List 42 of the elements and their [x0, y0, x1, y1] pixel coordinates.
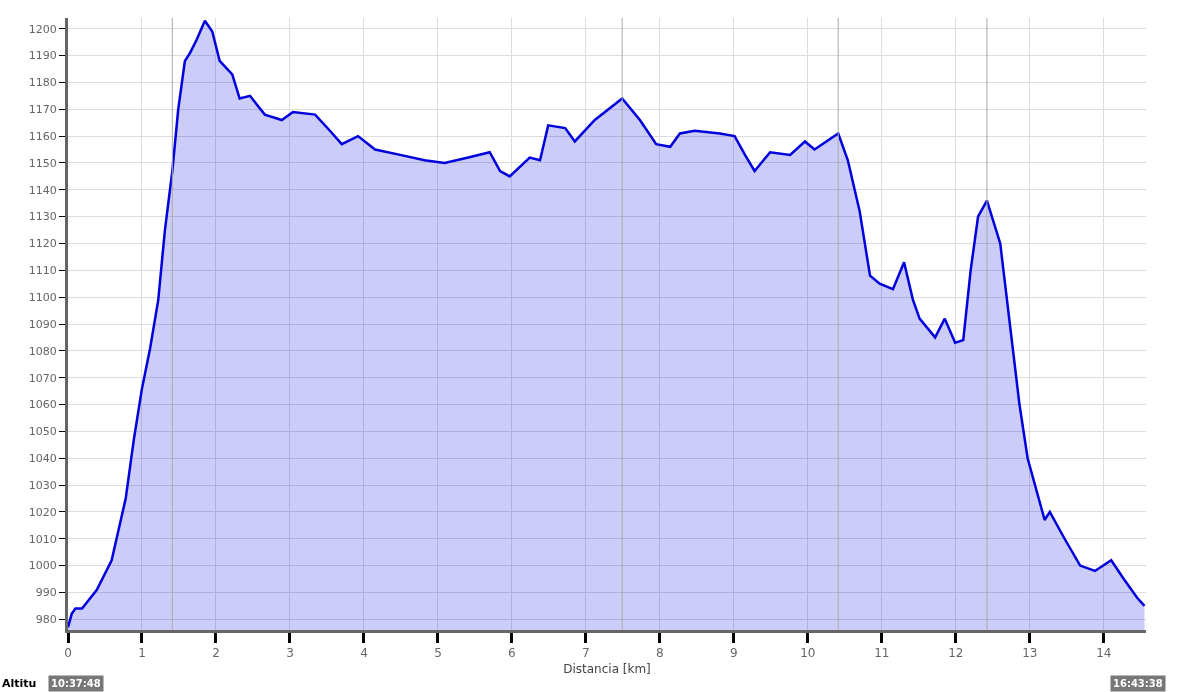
- y-tick-label: 1060: [28, 398, 57, 412]
- y-tick-label: 1100: [28, 291, 57, 305]
- y-tick-label: 990: [35, 586, 57, 600]
- x-tick-label: 5: [434, 646, 442, 661]
- y-tick-label: 1050: [28, 425, 57, 439]
- y-tick-label: 1160: [28, 129, 57, 143]
- text: 10:37:48: [51, 678, 101, 689]
- x-tick-label: 1: [138, 646, 146, 661]
- y-tick-label: 980: [35, 613, 57, 627]
- x-tick-label: 12: [948, 646, 964, 661]
- x-tick-label: 14: [1096, 646, 1112, 661]
- y-tick-label: 1000: [28, 559, 57, 573]
- x-tick-label: 11: [874, 646, 890, 661]
- text: Altitu: [2, 677, 37, 690]
- y-tick-label: 1140: [28, 183, 57, 197]
- y-tick-label: 1120: [28, 237, 57, 251]
- y-tick-label: 1110: [28, 264, 57, 278]
- y-tick-label: 1190: [28, 49, 57, 63]
- x-tick-label: 6: [508, 646, 516, 661]
- x-tick-label: 9: [730, 646, 738, 661]
- y-tick-label: 1030: [28, 478, 57, 492]
- y-tick-label: 1130: [28, 210, 57, 224]
- x-tick-label: 7: [582, 646, 590, 661]
- y-tick-label: 1200: [28, 22, 57, 36]
- x-tick-label: 8: [656, 646, 664, 661]
- text: 16:43:38: [1113, 678, 1163, 689]
- x-tick-label: 3: [286, 646, 294, 661]
- y-tick-label: 1170: [28, 103, 57, 117]
- y-tick-label: 1180: [28, 76, 57, 90]
- x-tick-label: 4: [360, 646, 368, 661]
- x-tick-label: 0: [64, 646, 72, 661]
- y-tick-label: 1080: [28, 344, 57, 358]
- y-tick-label: 1040: [28, 452, 57, 466]
- y-tick-label: 1010: [28, 532, 57, 546]
- y-tick-label: 1070: [28, 371, 57, 385]
- y-tick-label: 1150: [28, 156, 57, 170]
- x-tick-label: 2: [212, 646, 220, 661]
- x-tick-label: 13: [1022, 646, 1038, 661]
- y-tick-label: 1090: [28, 317, 57, 331]
- y-tick-label: 1020: [28, 505, 57, 519]
- x-tick-label: 10: [800, 646, 816, 661]
- x-axis-title: Distancia [km]: [563, 662, 651, 677]
